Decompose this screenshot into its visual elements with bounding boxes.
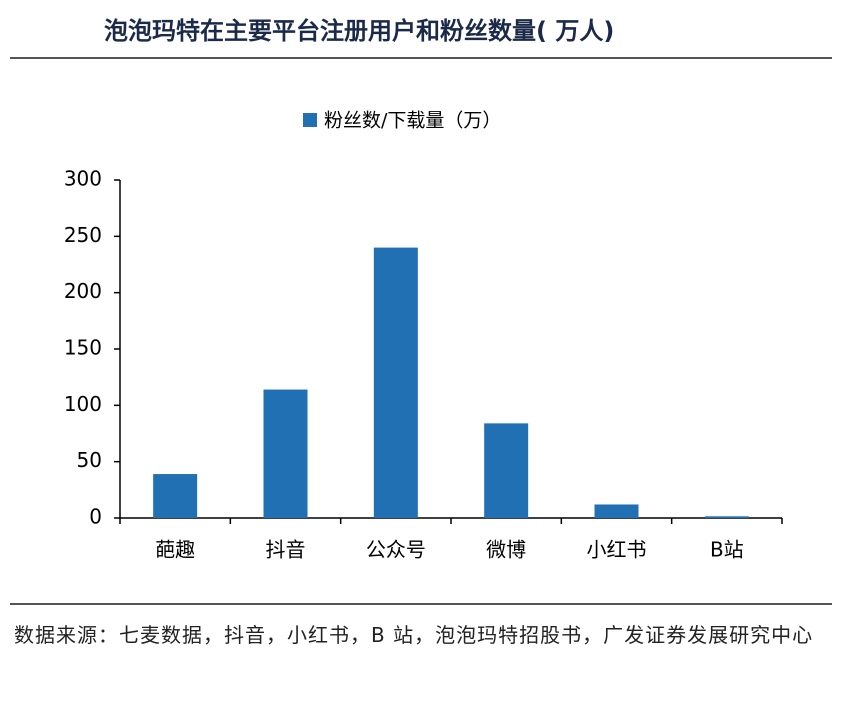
- x-tick-label: 葩趣: [155, 538, 195, 562]
- x-tick-label: B站: [710, 538, 744, 562]
- bar: [263, 389, 308, 518]
- x-tick-label: 小红书: [587, 538, 647, 562]
- source-note: 数据来源：七麦数据，抖音，小红书，B 站，泡泡玛特招股书，广发证券发展研究中心: [14, 623, 814, 647]
- y-tick-label: 0: [89, 505, 102, 529]
- y-tick-label: 300: [64, 167, 102, 191]
- y-tick-label: 150: [64, 336, 102, 360]
- bar: [153, 474, 198, 518]
- bar: [594, 504, 639, 518]
- x-tick-label: 公众号: [366, 538, 426, 562]
- bar: [484, 423, 529, 518]
- chart-title: 泡泡玛特在主要平台注册用户和粉丝数量( 万人): [104, 17, 614, 45]
- legend-label: 粉丝数/下载量（万）: [324, 110, 501, 132]
- y-tick-label: 100: [64, 392, 102, 416]
- y-tick-label: 50: [77, 448, 102, 472]
- x-tick-label: 微博: [486, 538, 526, 562]
- x-tick-label: 抖音: [266, 538, 306, 562]
- y-tick-label: 200: [64, 279, 102, 303]
- bar: [373, 247, 418, 518]
- bar: [704, 516, 749, 518]
- y-tick-label: 250: [64, 223, 102, 247]
- legend-swatch: [303, 113, 317, 127]
